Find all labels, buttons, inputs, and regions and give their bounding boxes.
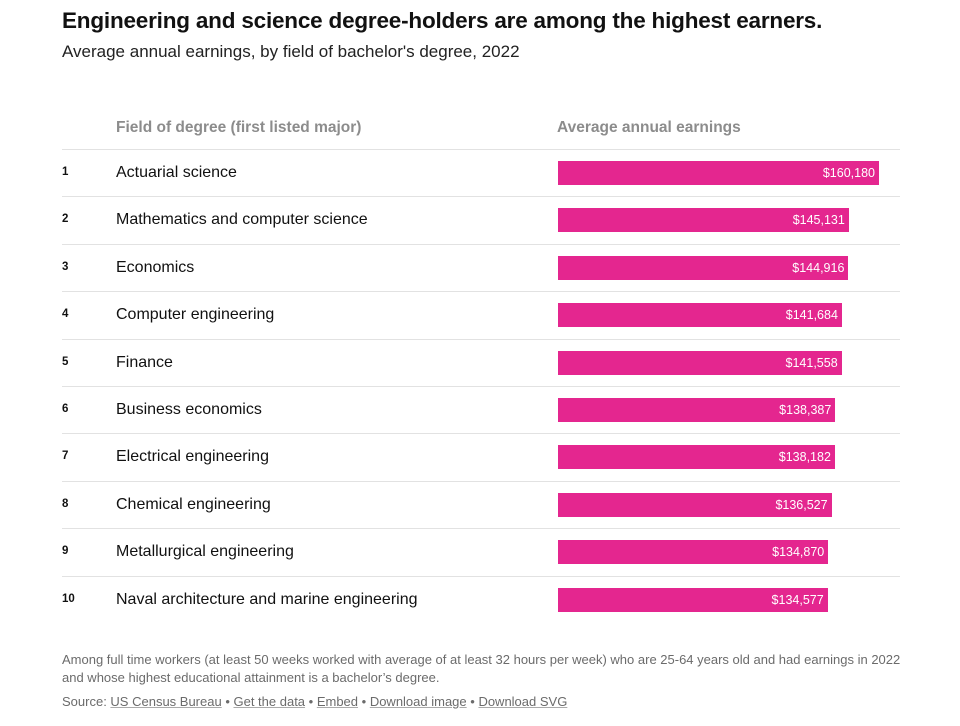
earnings-value-label: $138,182: [778, 450, 831, 465]
degree-field-name: Naval architecture and marine engineerin…: [116, 590, 418, 608]
earnings-bar: $138,182: [558, 445, 835, 470]
table-row: 3 Economics $144,916: [0, 244, 960, 291]
row-divider: [62, 149, 900, 150]
source-link-us-census-bureau[interactable]: US Census Bureau: [110, 694, 222, 709]
separator: •: [221, 694, 234, 709]
get-the-data-link[interactable]: Get the data: [233, 694, 306, 709]
earnings-bar: $141,558: [558, 350, 842, 375]
row-divider: [62, 291, 900, 293]
download-svg-link[interactable]: Download SVG: [478, 694, 568, 709]
separator: •: [466, 694, 479, 709]
earnings-bar: $136,527: [558, 492, 832, 517]
table-row: 8 Chemical engineering $136,527: [0, 481, 960, 528]
rank-number: 1: [62, 166, 69, 178]
row-divider: [62, 338, 900, 340]
table-row: 1 Actuarial science $160,180: [0, 149, 960, 196]
earnings-value-label: $144,916: [792, 260, 845, 275]
row-divider: [62, 243, 900, 245]
earnings-bar: $138,387: [558, 398, 836, 422]
degree-field-name: Mathematics and computer science: [116, 211, 368, 229]
rank-number: 8: [62, 497, 69, 510]
table-row: 5 Finance $141,558: [0, 339, 960, 386]
table-row: 6 Business economics $138,387: [0, 386, 960, 433]
row-divider: [62, 386, 900, 387]
earnings-bar: $141,684: [558, 303, 842, 328]
embed-link[interactable]: Embed: [316, 694, 359, 709]
rank-number: 3: [62, 260, 69, 273]
row-divider: [62, 433, 900, 435]
rank-number: 9: [62, 545, 69, 558]
row-divider: [62, 575, 900, 577]
earnings-bar: $134,577: [558, 587, 828, 612]
earnings-bar: $145,131: [558, 208, 849, 233]
earnings-value-label: $136,527: [775, 497, 828, 512]
degree-field-name: Business economics: [116, 401, 262, 418]
degree-field-name: Actuarial science: [116, 164, 237, 181]
row-divider: [62, 480, 900, 482]
rank-number: 5: [62, 355, 69, 368]
chart-subtitle: Average annual earnings, by field of bac…: [62, 42, 520, 61]
earnings-value-label: $134,577: [771, 592, 824, 607]
rank-number: 6: [62, 403, 69, 415]
source-line: Source: US Census Bureau • Get the data …: [62, 694, 567, 709]
column-header-field: Field of degree (first listed major): [116, 119, 362, 136]
earnings-value-label: $138,387: [779, 403, 832, 417]
row-divider: [62, 528, 900, 530]
degree-field-name: Finance: [116, 353, 173, 371]
earnings-bar: $144,916: [558, 255, 849, 280]
degree-field-name: Chemical engineering: [116, 495, 271, 513]
row-divider: [62, 196, 900, 198]
separator: •: [358, 694, 370, 709]
earnings-value-label: $134,870: [772, 545, 825, 560]
degree-field-name: Economics: [116, 258, 195, 276]
table-row: 2 Mathematics and computer science $145,13…: [0, 196, 960, 243]
footnote: Among full time workers (at least 50 wee…: [62, 652, 901, 685]
table-row: 7 Electrical engineering $138,182: [0, 433, 960, 480]
degree-field-name: Metallurgical engineering: [116, 543, 294, 561]
earnings-bar: $160,180: [558, 161, 879, 185]
table-row: 4 Computer engineering $141,684: [0, 291, 960, 338]
rank-number: 10: [62, 592, 75, 605]
rank-number: 7: [62, 450, 69, 463]
table-row: 9 Metallurgical engineering $134,870: [0, 528, 960, 575]
earnings-value-label: $160,180: [822, 166, 875, 180]
earnings-value-label: $141,558: [785, 355, 838, 370]
rank-number: 4: [62, 308, 69, 321]
earnings-value-label: $145,131: [792, 213, 845, 228]
table-row: 10 Naval architecture and marine engineer…: [0, 576, 960, 623]
separator: •: [305, 694, 317, 709]
earnings-value-label: $141,684: [785, 308, 838, 323]
column-header-earnings: Average annual earnings: [557, 119, 741, 136]
source-prefix: Source:: [62, 694, 111, 709]
earnings-bar: $134,870: [558, 540, 829, 565]
degree-field-name: Electrical engineering: [116, 448, 269, 466]
rank-number: 2: [62, 213, 69, 226]
degree-field-name: Computer engineering: [116, 306, 275, 324]
chart-title: Engineering and science degree-holders a…: [62, 8, 823, 33]
download-image-link[interactable]: Download image: [369, 694, 467, 709]
